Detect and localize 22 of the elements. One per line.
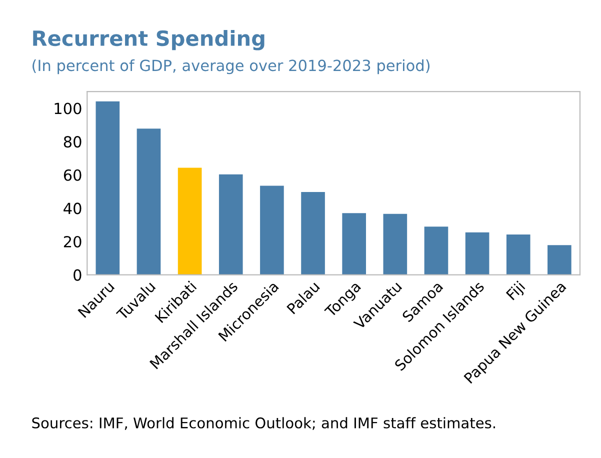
bar — [342, 213, 366, 275]
bar — [260, 186, 284, 275]
bar — [506, 234, 530, 275]
y-tick-label: 20 — [64, 236, 82, 248]
bar — [96, 101, 120, 275]
y-tick-label: 100 — [54, 102, 82, 114]
bar — [465, 232, 490, 275]
bar — [548, 245, 572, 275]
chart-title: Recurrent Spending — [33, 30, 264, 50]
bar — [218, 174, 243, 275]
bar — [136, 128, 161, 275]
bar — [424, 226, 448, 275]
y-tick-label: 40 — [64, 202, 82, 214]
x-tick-label: Fiji — [506, 280, 528, 302]
bar — [383, 214, 408, 275]
bar — [301, 192, 325, 275]
y-tick-label: 80 — [64, 136, 82, 148]
source-note: Sources: IMF, World Economic Outlook; and IMF staff estimates. — [32, 417, 495, 430]
y-tick-label: 0 — [74, 269, 82, 281]
y-tick-label: 60 — [64, 169, 82, 181]
bar — [178, 168, 202, 275]
chart-subtitle: (In percent of GDP, average over 2019-2023 period) — [32, 59, 430, 74]
